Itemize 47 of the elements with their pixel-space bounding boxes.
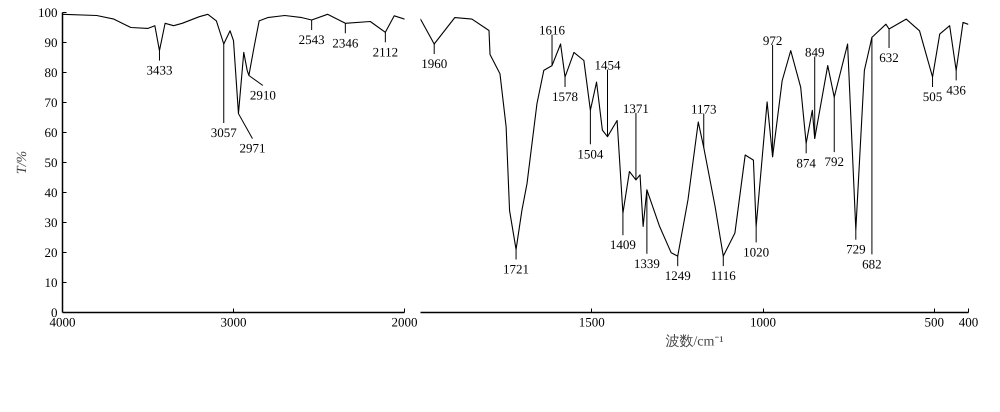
y-tick-label: 30 — [44, 215, 58, 230]
y-tick-label: 70 — [44, 95, 58, 110]
annotation: 1454 — [594, 58, 622, 73]
y-tick-label: 40 — [44, 185, 58, 200]
annotation: 2910 — [250, 88, 276, 102]
annotation: 792 — [824, 154, 844, 170]
annotation: 849 — [804, 44, 824, 60]
annotation: 1721 — [503, 262, 530, 276]
annotation: 1504 — [577, 146, 604, 162]
annotation: 2543 — [298, 32, 325, 47]
annotation: 1173 — [690, 102, 717, 116]
y-tick-label: 100 — [38, 5, 58, 20]
y-tick-label: 10 — [44, 275, 58, 290]
annotation: 505 — [922, 89, 942, 104]
annotation: 1020 — [743, 244, 770, 260]
y-tick-label: 60 — [44, 125, 58, 140]
x-tick-label: 2000 — [392, 314, 418, 330]
annotation: 2346 — [332, 35, 359, 50]
y-tick-label: 90 — [44, 35, 58, 50]
annotation: 682 — [862, 256, 882, 272]
annotation: 874 — [796, 155, 816, 170]
annotation: 1960 — [421, 56, 448, 71]
annotation: 1249 — [664, 268, 691, 284]
x-tick-label: 1500 — [578, 314, 605, 330]
y-axis-title: T/% — [15, 150, 30, 174]
annotation: 1116 — [710, 268, 736, 284]
annotation: 2971 — [239, 140, 266, 156]
annotation: 3433 — [146, 62, 172, 78]
x-tick-label: 400 — [958, 314, 978, 330]
x-axis-title: 波数/cm⁻¹ — [665, 334, 724, 350]
annotation: 632 — [879, 50, 899, 65]
annotation: 1339 — [634, 256, 660, 271]
y-tick-label: 80 — [44, 65, 58, 80]
annotation: 1371 — [622, 100, 649, 116]
x-tick-label: 500 — [924, 314, 944, 330]
annotation: 1409 — [610, 237, 636, 252]
y-tick-label: 20 — [44, 245, 58, 260]
x-tick-label: 3000 — [220, 314, 246, 330]
annotation: 972 — [762, 32, 782, 48]
annotation: 729 — [846, 242, 866, 257]
y-tick-label: 50 — [44, 155, 58, 170]
annotation: 1578 — [552, 89, 578, 104]
x-tick-label: 1000 — [750, 314, 776, 330]
annotation: 436 — [946, 82, 966, 98]
annotation: 3057 — [210, 125, 238, 140]
annotation: 2112 — [372, 44, 398, 60]
annotation: 1616 — [539, 22, 566, 38]
